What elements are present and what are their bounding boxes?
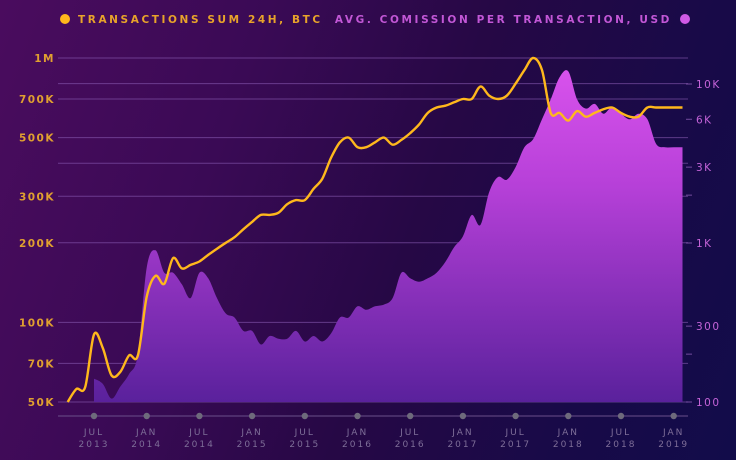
x-tick-dot: [354, 412, 361, 420]
left-tick-label: 50K: [28, 397, 55, 409]
x-tick-dot: [90, 412, 98, 420]
legend-right-label: AVG. COMISSION PER TRANSACTION, USD: [334, 14, 672, 26]
x-tick-dot: [565, 412, 572, 420]
right-tick-label: 100: [696, 397, 721, 409]
x-tick-dot: [670, 412, 677, 420]
transactions-line: [66, 56, 683, 403]
x-tick-year: 2016: [342, 440, 373, 450]
x-tick-month: JAN: [240, 428, 262, 438]
legend-commission: AVG. COMISSION PER TRANSACTION, USD: [335, 14, 690, 26]
x-tick-year: 2014: [131, 440, 162, 450]
x-tick-month: JAN: [557, 428, 579, 438]
x-tick-year: 2017: [500, 440, 531, 450]
left-tick-label: 700K: [19, 94, 55, 106]
x-tick-dot: [248, 412, 256, 420]
x-tick-year: 2019: [658, 440, 689, 450]
x-tick-month: JUL: [294, 428, 315, 438]
x-tick-month: JAN: [451, 428, 473, 438]
legend-transactions: TRANSACTIONS SUM 24H, BTC: [60, 14, 323, 26]
right-tick-label: 3K: [696, 162, 713, 174]
x-tick-dot: [143, 412, 150, 420]
left-tick-label: 70K: [28, 358, 55, 370]
x-tick-year: 2017: [447, 440, 478, 450]
left-tick-label: 1M: [34, 53, 55, 65]
x-tick-dot: [512, 412, 519, 420]
left-tick-label: 200K: [19, 238, 55, 250]
left-tick-label: 500K: [19, 133, 55, 145]
legend-dot-yellow-icon: [60, 14, 70, 24]
legend-left-label: TRANSACTIONS SUM 24H, BTC: [78, 14, 323, 26]
x-tick-month: JUL: [610, 428, 631, 438]
right-tick-label: 6K: [696, 114, 713, 126]
x-axis: JUL 2013 JAN 2014 JUL 2014 JAN 2015 JUL 2015 JAN 20…: [58, 412, 689, 450]
x-tick-year: 2018: [606, 440, 637, 450]
right-tick-label: 10K: [696, 79, 721, 91]
x-tick-year: 2013: [79, 440, 110, 450]
right-tick-label: 300: [696, 321, 721, 333]
x-tick-dot: [407, 412, 414, 420]
right-axis: 10K 6K 3K 1K 300 100: [686, 79, 721, 409]
x-tick-year: 2018: [553, 440, 584, 450]
x-tick-month: JAN: [135, 428, 157, 438]
x-tick-month: JUL: [399, 428, 420, 438]
commission-area: [94, 70, 683, 403]
x-tick-year: 2016: [395, 440, 426, 450]
x-tick-dot: [301, 412, 308, 420]
legend-dot-magenta-icon: [680, 14, 690, 24]
x-tick-month: JAN: [662, 428, 684, 438]
x-tick-month: JUL: [188, 428, 209, 438]
left-tick-label: 100K: [19, 317, 55, 329]
x-tick-dot: [459, 412, 467, 420]
x-tick-year: 2014: [184, 440, 215, 450]
left-axis: 1M 700K 500K 300K 200K 100K 70K 50K: [19, 53, 55, 409]
x-tick-dot: [617, 412, 625, 420]
left-tick-label: 300K: [19, 191, 55, 203]
x-tick-month: JUL: [83, 428, 104, 438]
x-tick-year: 2015: [289, 440, 320, 450]
x-tick-month: JAN: [346, 428, 368, 438]
x-tick-month: JUL: [504, 428, 525, 438]
right-tick-label: 1K: [696, 238, 713, 250]
x-tick-year: 2015: [237, 440, 268, 450]
x-tick-dot: [196, 412, 203, 420]
